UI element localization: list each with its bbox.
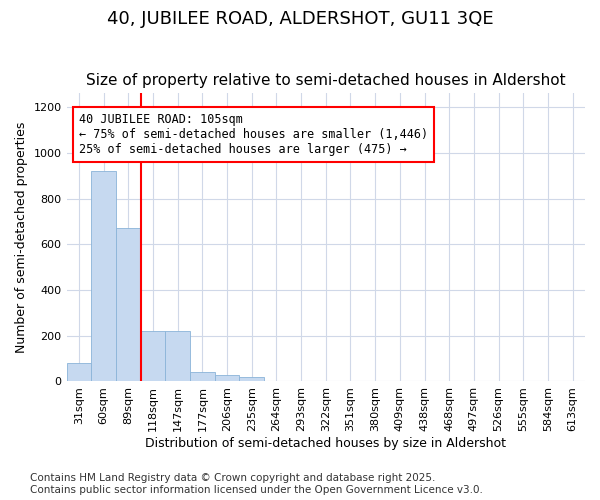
Title: Size of property relative to semi-detached houses in Aldershot: Size of property relative to semi-detach… <box>86 73 566 88</box>
Y-axis label: Number of semi-detached properties: Number of semi-detached properties <box>15 122 28 353</box>
Bar <box>67 363 91 382</box>
Text: 40 JUBILEE ROAD: 105sqm
← 75% of semi-detached houses are smaller (1,446)
25% of: 40 JUBILEE ROAD: 105sqm ← 75% of semi-de… <box>79 113 428 156</box>
Bar <box>190 372 215 382</box>
Bar <box>116 228 140 382</box>
Text: 40, JUBILEE ROAD, ALDERSHOT, GU11 3QE: 40, JUBILEE ROAD, ALDERSHOT, GU11 3QE <box>107 10 493 28</box>
Bar <box>140 331 165 382</box>
Bar <box>91 171 116 382</box>
Bar <box>239 377 264 382</box>
X-axis label: Distribution of semi-detached houses by size in Aldershot: Distribution of semi-detached houses by … <box>145 437 506 450</box>
Text: Contains HM Land Registry data © Crown copyright and database right 2025.
Contai: Contains HM Land Registry data © Crown c… <box>30 474 483 495</box>
Bar <box>215 374 239 382</box>
Bar <box>165 331 190 382</box>
